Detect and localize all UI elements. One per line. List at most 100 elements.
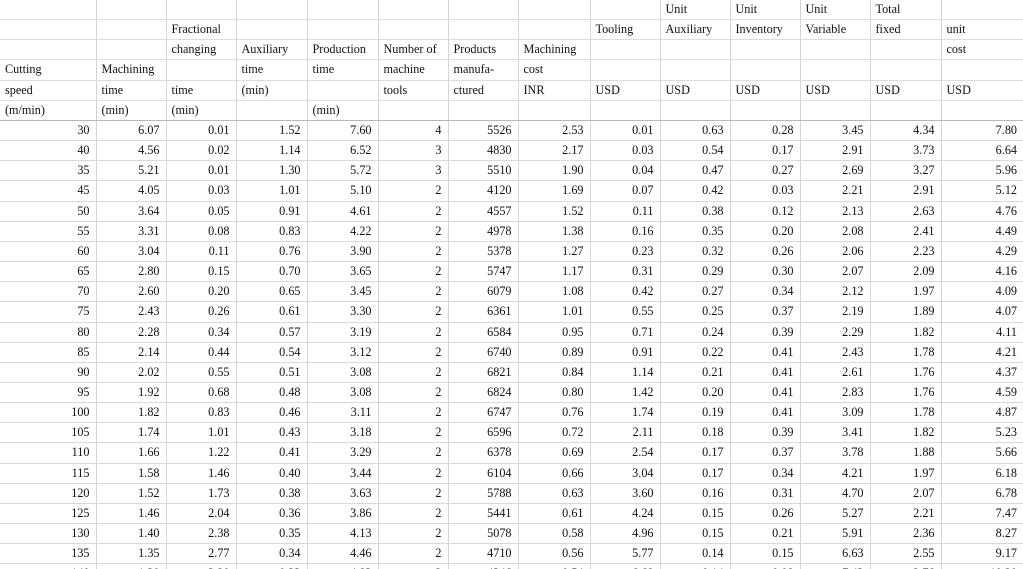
table-cell: 2.38 xyxy=(166,523,237,545)
table-cell: 1.27 xyxy=(518,241,591,263)
table-cell: 3.20 xyxy=(166,563,237,569)
table-cell: 0.25 xyxy=(660,301,731,323)
table-row: 1401.303.200.334.83243460.546.680.140.08… xyxy=(0,563,1023,569)
table-cell: 3.12 xyxy=(307,342,379,363)
table-row: 110 1.66 1.22 0.41 3.29 2 6378 0.69 2.54 0.17 0.37… xyxy=(0,442,1023,464)
header-cell: Machining xyxy=(96,59,167,81)
table-cell: 2 xyxy=(378,503,449,525)
table-cell: 1.74 xyxy=(96,422,167,444)
table-cell: 3 xyxy=(378,160,449,182)
header-cell-empty xyxy=(378,0,449,21)
table-cell: 0.38 xyxy=(236,483,308,504)
table-cell: 5.21 xyxy=(96,160,167,182)
header-cell-empty xyxy=(730,39,801,61)
table-cell: 2 xyxy=(378,483,449,504)
table-cell: 2.14 xyxy=(96,342,167,363)
table-row: 135 1.35 2.77 0.34 4.46 2 4710 0.56 5.77 0.14 0.15… xyxy=(0,543,1023,565)
table-cell: 3.08 xyxy=(307,382,379,404)
table-cell: 4978 xyxy=(448,221,519,242)
table-cell: 2.12 xyxy=(800,281,871,303)
table-cell: 2 xyxy=(378,201,449,222)
header-cell-empty xyxy=(590,100,661,121)
table-cell: 3.04 xyxy=(590,463,661,484)
table-cell: 4.13 xyxy=(307,523,379,545)
table-cell: 0.26 xyxy=(730,503,801,525)
header-cell-empty xyxy=(378,100,449,121)
table-cell: 4.59 xyxy=(941,382,1023,404)
table-cell: 2 xyxy=(378,382,449,404)
table-cell: 0.71 xyxy=(590,322,661,343)
table-cell: 6.52 xyxy=(307,140,379,162)
table-cell: 1.69 xyxy=(518,180,591,202)
table-cell: 2.60 xyxy=(96,281,167,303)
table-cell: 0.69 xyxy=(518,442,591,464)
header-cell: tools xyxy=(378,80,449,101)
table-cell: 5.91 xyxy=(800,523,871,545)
table-cell: 3.30 xyxy=(307,301,379,323)
table-cell: 4.61 xyxy=(307,201,379,222)
header-cell-empty xyxy=(800,39,871,61)
header-cell-empty xyxy=(96,39,167,61)
table-row: 55 3.31 0.08 0.83 4.22 2 4978 1.38 0.16 0.35 0.20 2… xyxy=(0,221,1023,242)
header-cell-empty xyxy=(870,39,942,61)
table-cell: 0.15 xyxy=(730,543,801,565)
table-cell: 40 xyxy=(0,140,97,162)
table-header-row: Fractional Tooling Auxiliary Inventory Varia… xyxy=(0,19,1023,41)
table-cell: 65 xyxy=(0,261,97,283)
header-cell-empty xyxy=(448,100,519,121)
header-cell: Production xyxy=(307,39,379,61)
table-cell: 4.21 xyxy=(941,342,1023,363)
table-cell: 1.90 xyxy=(518,160,591,182)
table-cell: 0.55 xyxy=(590,301,661,323)
table-cell: 2.43 xyxy=(96,301,167,323)
table-cell: 2 xyxy=(378,543,449,565)
table-cell: 2 xyxy=(378,342,449,363)
table-cell: 1.30 xyxy=(236,160,308,182)
table-cell: 6596 xyxy=(448,422,519,444)
table-cell: 1.78 xyxy=(870,402,942,424)
table-cell: 1.35 xyxy=(96,543,167,565)
header-cell-empty xyxy=(518,100,591,121)
header-cell: time xyxy=(96,80,167,101)
table-header-row: Cutting Machining time time machine manufa-co… xyxy=(0,59,1023,81)
table-row: 85 2.14 0.44 0.54 3.12 2 6740 0.89 0.91 0.22 0.41 2… xyxy=(0,342,1023,363)
table-cell: 2.23 xyxy=(870,241,942,263)
table-row: 130 1.40 2.38 0.35 4.13 2 5078 0.58 4.96 0.15 0.21… xyxy=(0,523,1023,545)
header-cell-empty xyxy=(0,19,97,41)
header-cell-empty xyxy=(800,59,871,81)
table-cell: 10.20 xyxy=(941,563,1023,569)
table-cell: 95 xyxy=(0,382,97,404)
table-cell: 1.89 xyxy=(870,301,942,323)
table-cell: 3 xyxy=(378,140,449,162)
table-row: 100 1.82 0.83 0.46 3.11 2 6747 0.76 1.74 0.19 0.41… xyxy=(0,402,1023,424)
table-cell: 2.06 xyxy=(800,241,871,263)
table-cell: 0.54 xyxy=(236,342,308,363)
header-cell: ctured xyxy=(448,80,519,101)
table-cell: 110 xyxy=(0,442,97,464)
table-cell: 0.72 xyxy=(518,422,591,444)
table-cell: 0.01 xyxy=(166,160,237,182)
table-cell: 3.60 xyxy=(590,483,661,504)
table-cell: 1.40 xyxy=(96,523,167,545)
table-cell: 0.19 xyxy=(660,402,731,424)
table-cell: 6.78 xyxy=(941,483,1023,504)
table-cell: 125 xyxy=(0,503,97,525)
header-cell: USD xyxy=(800,80,871,101)
header-cell: time xyxy=(166,80,237,101)
table-cell: 0.07 xyxy=(590,180,661,202)
header-cell-empty xyxy=(660,59,731,81)
table-header-row: (m/min) (min) (min) (min) xyxy=(0,100,1023,121)
table-cell: 0.20 xyxy=(730,221,801,242)
table-cell: 1.92 xyxy=(96,382,167,404)
table-cell: 1.66 xyxy=(96,442,167,464)
table-cell: 0.80 xyxy=(518,382,591,404)
table-cell: 5747 xyxy=(448,261,519,283)
table-cell: 6.63 xyxy=(800,543,871,565)
table-cell: 4830 xyxy=(448,140,519,162)
header-cell: Products xyxy=(448,39,519,61)
table-cell: 0.39 xyxy=(730,322,801,343)
table-cell: 1.88 xyxy=(870,442,942,464)
table-cell: 0.29 xyxy=(660,261,731,283)
table-cell: 0.61 xyxy=(518,503,591,525)
table-cell: 1.73 xyxy=(166,483,237,504)
